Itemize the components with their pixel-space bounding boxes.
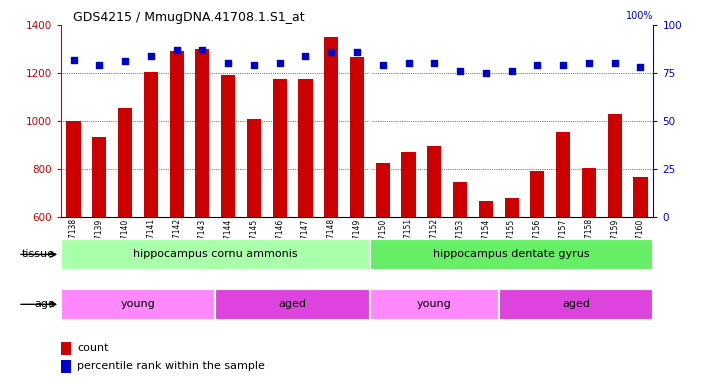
Bar — [401, 152, 416, 217]
Bar — [370, 239, 653, 270]
Point — [196, 47, 208, 53]
Bar — [273, 79, 287, 217]
Point — [532, 62, 543, 68]
Bar — [608, 114, 622, 217]
Bar — [61, 342, 71, 355]
Text: percentile rank within the sample: percentile rank within the sample — [77, 361, 265, 371]
Bar — [298, 79, 313, 217]
Text: aged: aged — [562, 299, 590, 310]
Bar — [370, 289, 498, 320]
Text: age: age — [34, 299, 55, 310]
Bar — [453, 182, 467, 217]
Point — [480, 70, 491, 76]
Point — [300, 53, 311, 59]
Bar — [633, 177, 648, 217]
Point — [377, 62, 388, 68]
Text: aged: aged — [278, 299, 306, 310]
Text: 100%: 100% — [625, 11, 653, 21]
Text: young: young — [121, 299, 156, 310]
Text: GDS4215 / MmugDNA.41708.1.S1_at: GDS4215 / MmugDNA.41708.1.S1_at — [73, 11, 304, 24]
Bar — [324, 37, 338, 217]
Text: young: young — [417, 299, 452, 310]
Bar — [169, 51, 183, 217]
Bar — [61, 289, 216, 320]
Bar — [556, 132, 570, 217]
Point — [635, 64, 646, 70]
Point — [145, 53, 156, 59]
Text: hippocampus cornu ammonis: hippocampus cornu ammonis — [133, 249, 298, 260]
Bar — [427, 146, 441, 217]
Point — [68, 56, 79, 63]
Bar — [221, 75, 235, 217]
Point — [351, 49, 363, 55]
Point — [454, 68, 466, 74]
Point — [248, 62, 260, 68]
Point — [274, 60, 286, 66]
Point — [94, 62, 105, 68]
Text: count: count — [77, 343, 109, 353]
Bar — [92, 137, 106, 217]
Bar — [216, 289, 370, 320]
Bar — [61, 360, 71, 373]
Point — [506, 68, 518, 74]
Bar — [531, 171, 545, 217]
Point — [171, 47, 182, 53]
Bar — [350, 57, 364, 217]
Point — [223, 60, 234, 66]
Bar — [479, 201, 493, 217]
Text: hippocampus dentate gyrus: hippocampus dentate gyrus — [433, 249, 590, 260]
Point — [609, 60, 620, 66]
Bar — [247, 119, 261, 217]
Bar — [118, 108, 132, 217]
Point — [583, 60, 595, 66]
Bar — [196, 49, 209, 217]
Bar — [376, 163, 390, 217]
Bar — [505, 198, 518, 217]
Point — [428, 60, 440, 66]
Bar — [498, 289, 653, 320]
Bar — [61, 239, 370, 270]
Text: tissue: tissue — [21, 249, 55, 260]
Point — [558, 62, 569, 68]
Bar — [582, 168, 596, 217]
Bar — [144, 72, 158, 217]
Bar — [66, 121, 81, 217]
Point — [119, 58, 131, 65]
Point — [403, 60, 414, 66]
Point — [326, 49, 337, 55]
